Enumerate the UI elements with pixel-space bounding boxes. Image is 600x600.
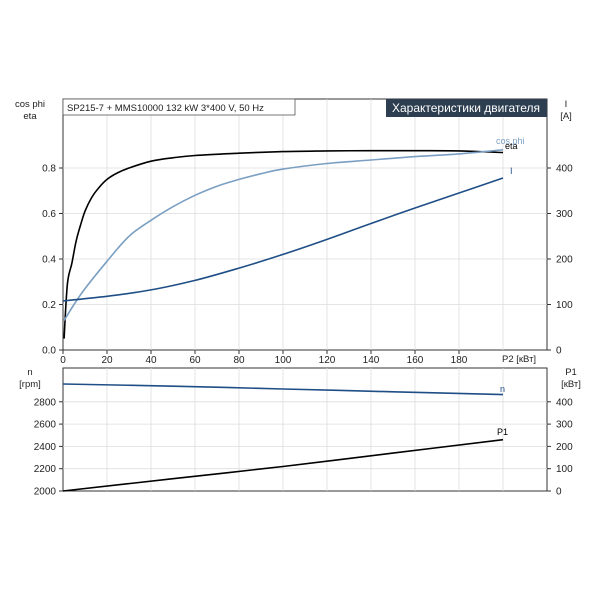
eta-series-label: eta — [505, 141, 518, 151]
x-tick-label: 100 — [275, 355, 292, 366]
eta-curve — [63, 149, 504, 339]
x-tick-label: 160 — [407, 355, 424, 366]
upper-left-tick-label: 0.0 — [42, 346, 56, 357]
upper-right-tick-label: 200 — [556, 255, 573, 266]
x-tick-label: 0 — [60, 355, 66, 366]
upper-left-tick-label: 0.4 — [42, 255, 56, 266]
upper-left-tick-label: 0.6 — [42, 209, 56, 220]
i-curve — [62, 177, 504, 302]
lower-left-tick-label: 2400 — [34, 442, 57, 453]
p1-curve — [62, 438, 504, 492]
x-axis-label: P2 [кВт] — [502, 354, 536, 365]
title-box — [386, 99, 547, 117]
upper-right-tick-label: 0 — [556, 346, 562, 357]
chart-title: Характеристики двигателя — [392, 101, 540, 115]
upper-left-tick-label: 0.8 — [42, 164, 56, 175]
lower-left-axis-label-1: n — [27, 367, 32, 378]
x-tick-label: 60 — [189, 355, 201, 366]
lower-right-tick-label: 400 — [556, 397, 573, 408]
lower-right-tick-label: 100 — [556, 464, 573, 475]
p1-series-label: P1 — [497, 427, 508, 437]
n-curve — [62, 383, 504, 396]
x-tick-label: 20 — [101, 355, 113, 366]
series-lines — [62, 149, 504, 492]
upper-right-axis-label-1: I — [565, 99, 568, 110]
n-series-label: n — [500, 384, 505, 394]
lower-left-tick-label: 2200 — [34, 464, 57, 475]
lower-left-tick-label: 2600 — [34, 420, 57, 431]
motor-info-text: SP215-7 + MMS10000 132 kW 3*400 V, 50 Hz — [67, 103, 264, 114]
lower-right-tick-label: 300 — [556, 420, 573, 431]
upper-right-tick-label: 100 — [556, 300, 573, 311]
lower-right-tick-label: 200 — [556, 442, 573, 453]
lower-plot-frame — [62, 367, 548, 492]
x-tick-label: 140 — [363, 355, 380, 366]
x-tick-label: 80 — [233, 355, 245, 366]
tick-labels: 0 20 40 60 80 100 120 140 160 180 0.0 0.2 0.4 0.6 0.8 0… — [34, 164, 573, 498]
lower-left-axis-label-2: [rpm] — [19, 379, 41, 390]
upper-left-axis-label-1: cos phi — [15, 99, 45, 110]
info-box — [62, 98, 296, 116]
lower-right-axis-label-2: [кВт] — [561, 379, 581, 390]
upper-left-tick-label: 0.2 — [42, 300, 56, 311]
x-tick-label: 180 — [451, 355, 468, 366]
upper-right-axis-label-2: [A] — [560, 111, 572, 122]
i-series-label: I — [510, 166, 513, 176]
upper-right-tick-label: 400 — [556, 164, 573, 175]
lower-grid — [63, 368, 547, 491]
lower-left-tick-label: 2000 — [34, 487, 57, 498]
x-tick-label: 40 — [145, 355, 157, 366]
upper-right-tick-label: 300 — [556, 209, 573, 220]
lower-right-axis-label-1: P1 — [565, 367, 577, 378]
upper-grid — [63, 99, 547, 350]
lower-right-tick-label: 0 — [556, 487, 562, 498]
cos-phi-curve — [63, 149, 504, 321]
lower-left-tick-label: 2800 — [34, 397, 57, 408]
cos-phi-series-label: cos phi — [496, 136, 525, 146]
x-tick-label: 120 — [319, 355, 336, 366]
upper-left-axis-label-2: eta — [23, 111, 37, 122]
upper-plot-frame — [62, 98, 548, 351]
